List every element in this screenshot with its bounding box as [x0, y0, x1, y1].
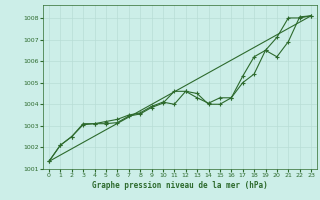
X-axis label: Graphe pression niveau de la mer (hPa): Graphe pression niveau de la mer (hPa)	[92, 181, 268, 190]
